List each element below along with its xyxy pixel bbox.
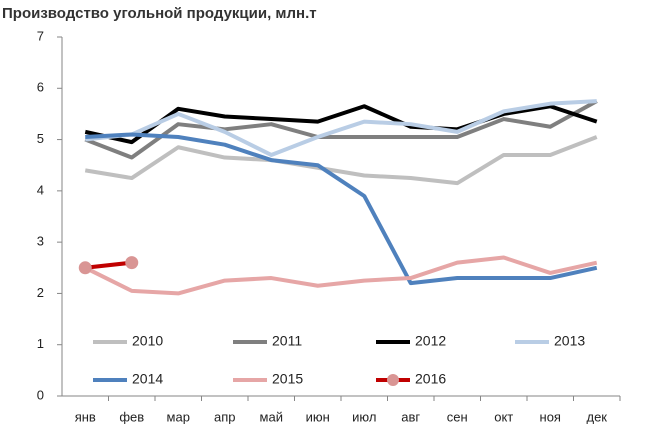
legend-marker: [387, 374, 399, 386]
line-2012: [84, 104, 598, 145]
x-tick-label: фев: [119, 409, 144, 424]
x-tick-label: апр: [214, 409, 236, 424]
line-2013: [85, 99, 597, 157]
line-2010: [84, 135, 598, 186]
x-tick-label: мар: [167, 409, 190, 424]
y-tick-label: 3: [37, 234, 44, 249]
y-tick-label: 7: [37, 28, 44, 43]
x-tick-label: май: [260, 409, 283, 424]
x-tick-label: ноя: [540, 409, 561, 424]
y-tick-label: 5: [37, 131, 44, 146]
y-tick-label: 2: [37, 285, 44, 300]
chart-title: Производство угольной продукции, млн.т: [2, 5, 317, 22]
legend-label: 2015: [272, 371, 303, 387]
line-2011: [84, 99, 598, 160]
legend-label: 2012: [415, 333, 446, 349]
x-tick-label: янв: [75, 409, 96, 424]
marker: [125, 256, 139, 270]
legend-label: 2016: [415, 371, 446, 387]
y-tick-label: 4: [37, 182, 44, 197]
legend-label: 2010: [132, 333, 163, 349]
line-2016: [85, 260, 132, 270]
x-tick-label: июл: [352, 409, 376, 424]
x-tick-label: авг: [401, 409, 420, 424]
marker: [78, 261, 92, 275]
line-2015: [84, 255, 598, 296]
x-tick-label: окт: [494, 409, 513, 424]
x-tick-label: июн: [306, 409, 330, 424]
x-tick-label: дек: [586, 409, 607, 424]
y-tick-label: 1: [37, 336, 44, 351]
legend-label: 2013: [554, 333, 585, 349]
y-tick-label: 0: [37, 387, 44, 402]
y-tick-label: 6: [37, 80, 44, 95]
legend: 2010 2011 2012 2013 2014 2015 2016: [93, 333, 585, 387]
x-tick-label: сен: [447, 409, 468, 424]
legend-label: 2011: [272, 333, 302, 349]
legend-label: 2014: [132, 371, 163, 387]
line-2014: [85, 132, 598, 286]
